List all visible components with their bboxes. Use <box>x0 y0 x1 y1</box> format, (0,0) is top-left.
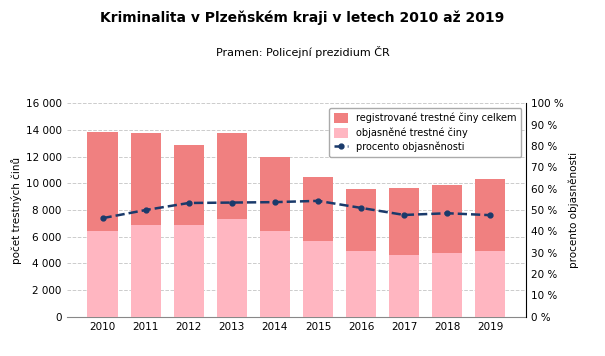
procento objasněnosti <box>228 200 235 205</box>
Bar <box>346 251 376 317</box>
procento objasněnosti <box>99 216 106 220</box>
Bar <box>174 225 204 317</box>
Bar <box>260 157 290 317</box>
Bar <box>88 231 117 317</box>
Text: Pramen: Policejní prezidium ČR: Pramen: Policejní prezidium ČR <box>215 46 390 58</box>
Bar <box>131 225 161 317</box>
Bar <box>260 231 290 317</box>
procento objasněnosti <box>185 201 192 205</box>
Bar <box>432 185 462 317</box>
Legend: registrované trestné činy celkem, objasněné trestné činy, procento objasněnosti: registrované trestné činy celkem, objasn… <box>329 108 522 157</box>
Bar <box>476 251 505 317</box>
Y-axis label: procento objasněnosti: procento objasněnosti <box>568 152 578 268</box>
Y-axis label: počet trestných činů: počet trestných činů <box>10 157 22 263</box>
Bar <box>476 179 505 317</box>
procento objasněnosti <box>358 206 365 210</box>
Bar <box>217 219 247 317</box>
Bar <box>303 241 333 317</box>
procento objasněnosti <box>443 211 451 215</box>
Line: procento objasněnosti: procento objasněnosti <box>100 198 493 221</box>
Bar <box>303 177 333 317</box>
Bar <box>389 256 419 317</box>
Bar <box>88 132 117 317</box>
Bar <box>389 188 419 317</box>
procento objasněnosti <box>487 213 494 217</box>
Text: Kriminalita v Plzeňském kraji v letech 2010 až 2019: Kriminalita v Plzeňském kraji v letech 2… <box>100 11 505 25</box>
Bar <box>131 132 161 317</box>
Bar <box>432 253 462 317</box>
Bar <box>174 145 204 317</box>
procento objasněnosti <box>401 213 408 217</box>
Bar <box>346 189 376 317</box>
procento objasněnosti <box>315 199 322 203</box>
procento objasněnosti <box>142 208 149 212</box>
Bar <box>217 133 247 317</box>
procento objasněnosti <box>271 200 278 204</box>
